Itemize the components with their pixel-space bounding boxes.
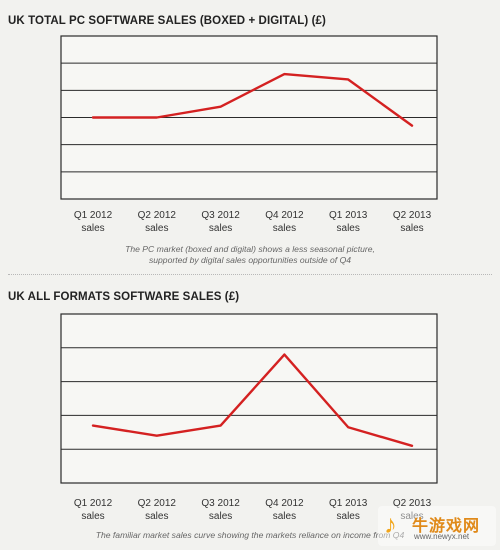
watermark-logo-icon: ♪	[384, 509, 397, 539]
x-tick-label: Q1 2012 sales	[74, 210, 113, 234]
chart-2-caption-line-1: The familiar market sales curve showing …	[95, 530, 405, 540]
chart-1: Q1 2012 sales Q2 2012 sales Q3 2012 sales Q4 2…	[60, 35, 438, 234]
chart-1-caption-line-2: supported by digital sales opportunities…	[148, 255, 352, 265]
section-divider	[8, 274, 492, 275]
chart-1-caption: The PC market (boxed and digital) shows …	[60, 244, 440, 266]
x-tick-label: Q2 2012 sales	[138, 498, 177, 522]
x-tick-label: Q4 2012 sales	[265, 210, 304, 234]
x-tick-label: Q1 2012 sales	[74, 498, 113, 522]
chart-2-caption: The familiar market sales curve showing …	[40, 530, 460, 541]
x-tick-label: Q2 2013 sales	[393, 210, 432, 234]
series-line	[91, 72, 414, 127]
x-tick-label: Q3 2012 sales	[201, 210, 240, 234]
watermark-url: www.newyx.net	[414, 532, 470, 541]
x-tick-label: Q2 2013 sales	[393, 498, 432, 522]
chart-1-caption-line-1: The PC market (boxed and digital) shows …	[125, 244, 375, 254]
chart-2-title: UK ALL FORMATS SOFTWARE SALES (£)	[8, 291, 240, 303]
chart-2: Q1 2012 sales Q2 2012 sales Q3 2012 sales Q4 2…	[60, 313, 438, 522]
series-line	[91, 353, 414, 448]
plot-frame	[60, 313, 438, 484]
x-tick-label: Q1 2013 sales	[329, 210, 368, 234]
x-tick-label: Q2 2012 sales	[138, 210, 177, 234]
x-tick-label: Q1 2013 sales	[329, 498, 368, 522]
watermark: ♪ 牛游戏网 www.newyx.net	[378, 506, 496, 546]
chart-1-title: UK TOTAL PC SOFTWARE SALES (BOXED + DIGI…	[8, 15, 326, 27]
x-tick-label: Q3 2012 sales	[201, 498, 240, 522]
x-tick-label: Q4 2012 sales	[265, 498, 304, 522]
watermark-text: 牛游戏网	[412, 518, 481, 535]
